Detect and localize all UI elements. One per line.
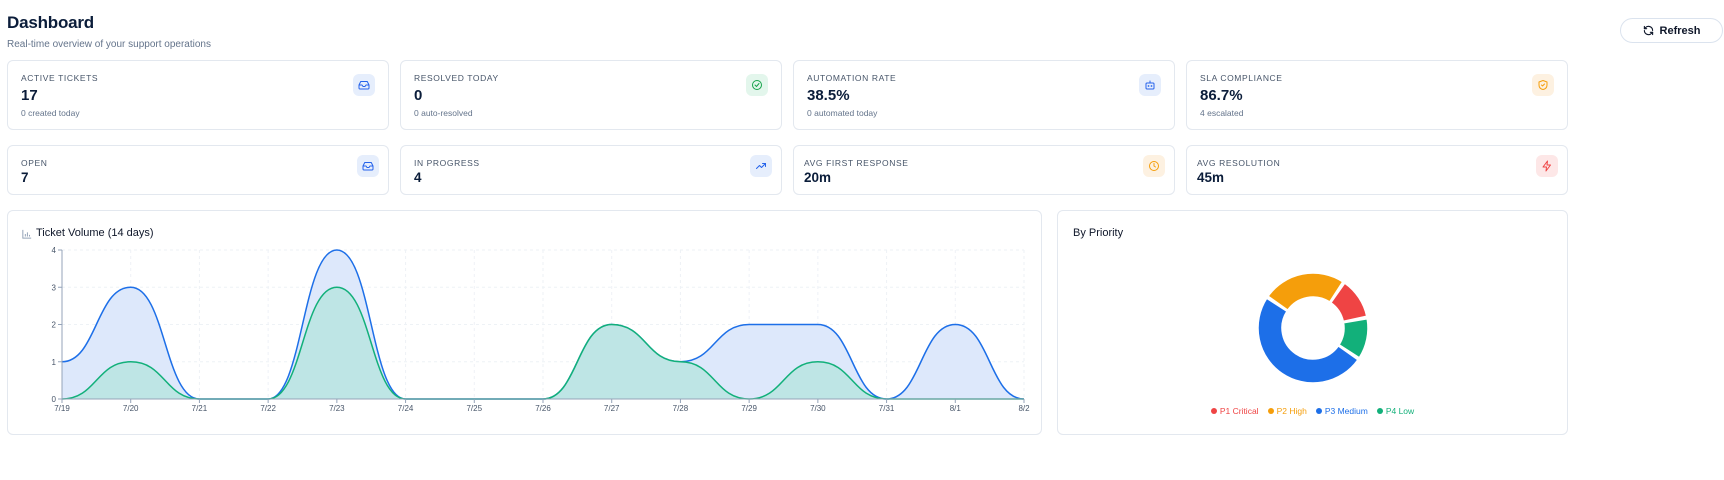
- refresh-button[interactable]: Refresh: [1620, 18, 1723, 43]
- legend-dot: [1376, 408, 1383, 414]
- priority-donut-chart: [1257, 272, 1369, 384]
- stat-value: 4: [414, 170, 422, 185]
- stat-value: 86.7%: [1200, 87, 1243, 104]
- y-tick-label: 3: [52, 283, 57, 292]
- stat-label: ACTIVE TICKETS: [21, 73, 99, 83]
- y-tick-label: 4: [52, 246, 57, 255]
- legend-label: P1 Critical: [1219, 406, 1259, 416]
- zap-icon: [1536, 155, 1558, 177]
- page-subtitle: Real-time overview of your support opera…: [7, 39, 211, 50]
- check-circle-icon: [746, 74, 768, 96]
- slice-p3-medium: [1257, 297, 1359, 384]
- stat-card-active-tickets: ACTIVE TICKETS 17 0 created today: [7, 60, 389, 130]
- stat-label: AVG FIRST RESPONSE: [804, 158, 909, 168]
- stat-label: IN PROGRESS: [414, 158, 480, 168]
- stat-card-in-progress: IN PROGRESS 4: [400, 145, 782, 195]
- inbox-icon: [353, 74, 375, 96]
- ticket-volume-panel: Ticket Volume (14 days) 0 1 2 3 4 7/19 7/20 7/2…: [7, 210, 1042, 435]
- stat-label: OPEN: [21, 158, 48, 168]
- x-tick-label: 7/27: [604, 404, 620, 413]
- stat-card-resolved-today: RESOLVED TODAY 0 0 auto-resolved: [400, 60, 782, 130]
- legend-dot: [1315, 408, 1322, 414]
- x-tick-label: 7/20: [123, 404, 139, 413]
- legend-dot: [1267, 408, 1274, 414]
- page-title: Dashboard: [7, 13, 94, 32]
- stat-card-open: OPEN 7: [7, 145, 389, 195]
- slice-p1-critical: [1329, 282, 1368, 323]
- x-tick-label: 7/26: [535, 404, 551, 413]
- legend-label: P3 Medium: [1324, 406, 1368, 416]
- priority-legend: P1 Critical P2 High P3 Medium P4 Low: [1058, 406, 1567, 416]
- stat-value: 7: [21, 170, 29, 185]
- stat-card-avg-first-response: AVG FIRST RESPONSE 20m: [793, 145, 1175, 195]
- trending-up-icon: [750, 155, 772, 177]
- x-tick-label: 7/31: [879, 404, 895, 413]
- y-tick-label: 0: [52, 395, 57, 404]
- ticket-volume-title: Ticket Volume (14 days): [36, 227, 154, 239]
- legend-item-p1: P1 Critical: [1210, 406, 1259, 416]
- stat-sub: 0 auto-resolved: [414, 108, 473, 118]
- refresh-icon: [1643, 25, 1653, 36]
- y-tick-label: 2: [52, 321, 57, 330]
- priority-title: By Priority: [1073, 227, 1124, 239]
- x-tick-label: 7/24: [398, 404, 414, 413]
- legend-dot: [1210, 408, 1217, 414]
- legend-item-p2: P2 High: [1267, 406, 1307, 416]
- ticket-volume-chart: 0 1 2 3 4 7/19 7/20 7/21 7/22 7/23 7/24 7/25 7/26 7/2…: [52, 246, 1031, 413]
- x-tick-label: 7/28: [673, 404, 689, 413]
- stat-value: 0: [414, 87, 423, 104]
- stat-sub: 0 created today: [21, 108, 80, 118]
- x-tick-label: 7/23: [329, 404, 345, 413]
- legend-label: P2 High: [1276, 406, 1307, 416]
- stat-label: RESOLVED TODAY: [414, 73, 499, 83]
- refresh-label: Refresh: [1659, 24, 1701, 37]
- stat-label: AUTOMATION RATE: [807, 73, 897, 83]
- x-tick-label: 7/22: [260, 404, 276, 413]
- legend-item-p3: P3 Medium: [1315, 406, 1368, 416]
- x-tick-label: 7/19: [54, 404, 70, 413]
- inbox-icon: [357, 155, 379, 177]
- series-area-1: [62, 287, 1024, 399]
- stat-value: 45m: [1197, 170, 1225, 185]
- bot-icon: [1139, 74, 1161, 96]
- stat-sub: 0 automated today: [807, 108, 878, 118]
- stat-label: SLA COMPLIANCE: [1200, 73, 1283, 83]
- page-header: Dashboard Real-time overview of your sup…: [7, 13, 211, 50]
- x-tick-label: 7/21: [192, 404, 208, 413]
- bar-chart-icon: [22, 229, 32, 239]
- x-tick-label: 8/2: [1018, 404, 1030, 413]
- stat-card-automation-rate: AUTOMATION RATE 38.5% 0 automated today: [793, 60, 1175, 130]
- priority-panel: By Priority P1 Critical P2 High P3 Mediu…: [1057, 210, 1568, 435]
- shield-check-icon: [1532, 74, 1554, 96]
- stat-value: 17: [21, 87, 38, 104]
- y-tick-label: 1: [52, 358, 57, 367]
- clock-icon: [1143, 155, 1165, 177]
- x-tick-label: 8/1: [950, 404, 962, 413]
- stat-value: 20m: [804, 170, 832, 185]
- x-tick-label: 7/30: [810, 404, 826, 413]
- slice-p2-high: [1267, 272, 1344, 312]
- slice-p4-low: [1338, 317, 1369, 359]
- x-tick-label: 7/25: [466, 404, 482, 413]
- legend-item-p4: P4 Low: [1376, 406, 1415, 416]
- stat-card-avg-resolution: AVG RESOLUTION 45m: [1186, 145, 1568, 195]
- stat-value: 38.5%: [807, 87, 850, 104]
- legend-label: P4 Low: [1385, 406, 1415, 416]
- stat-sub: 4 escalated: [1200, 108, 1244, 118]
- stat-card-sla-compliance: SLA COMPLIANCE 86.7% 4 escalated: [1186, 60, 1568, 130]
- stat-label: AVG RESOLUTION: [1197, 158, 1281, 168]
- x-tick-label: 7/29: [741, 404, 757, 413]
